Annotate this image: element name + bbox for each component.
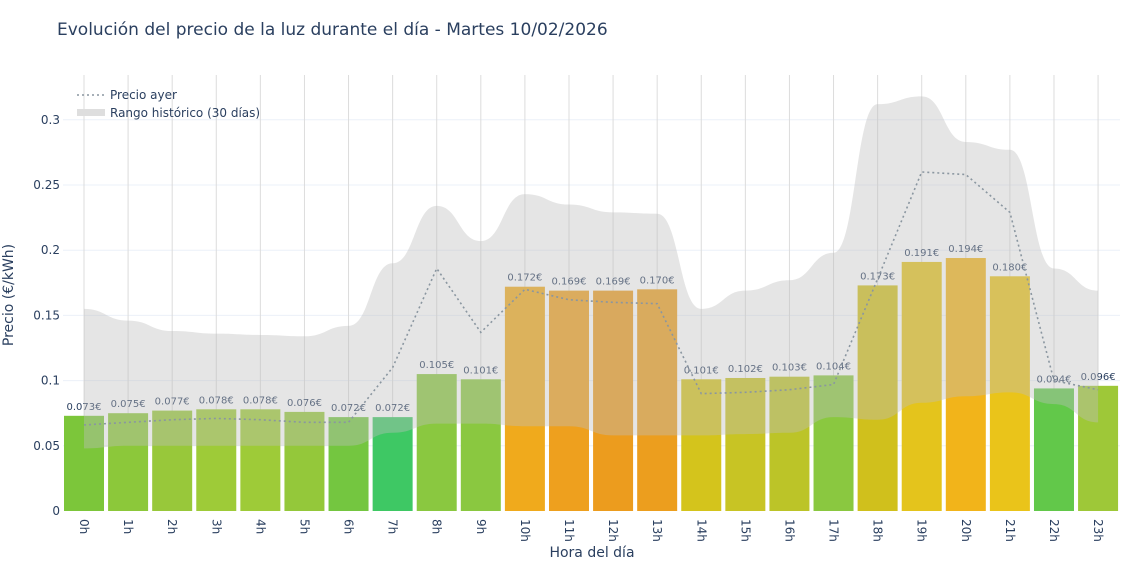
bar (1033, 388, 1074, 511)
x-tick-label: 9h (474, 519, 488, 534)
bar (901, 261, 942, 511)
bar (1078, 385, 1119, 511)
x-tick-label: 20h (959, 519, 973, 542)
bar-data-label: 0.169€ (551, 277, 586, 288)
bar-data-label: 0.191€ (904, 248, 939, 259)
y-tick-label: 0.1 (41, 374, 60, 388)
y-tick-label: 0.15 (33, 308, 60, 322)
bar (637, 289, 678, 511)
bar-data-label: 0.094€ (1036, 374, 1071, 385)
x-tick-label: 11h (562, 519, 576, 542)
bar-data-label: 0.194€ (948, 244, 983, 255)
bar (725, 377, 766, 511)
x-tick-label: 23h (1091, 519, 1105, 542)
bar-data-label: 0.170€ (640, 275, 675, 286)
x-tick-label: 16h (782, 519, 796, 542)
bar-data-label: 0.103€ (772, 363, 807, 374)
bar-data-label: 0.172€ (507, 273, 542, 284)
x-tick-label: 4h (253, 519, 267, 534)
x-tick-label: 5h (297, 519, 311, 534)
y-tick-label: 0.2 (41, 243, 60, 257)
y-tick-label: 0.25 (33, 178, 60, 192)
bar (284, 411, 325, 511)
x-tick-label: 15h (738, 519, 752, 542)
bar-data-label: 0.102€ (728, 364, 763, 375)
bar-data-label: 0.078€ (199, 395, 234, 406)
x-tick-label: 14h (694, 519, 708, 542)
y-tick-label: 0.3 (41, 113, 60, 127)
bar (857, 285, 898, 511)
bar (681, 379, 722, 511)
x-tick-label: 7h (386, 519, 400, 534)
bar-data-label: 0.101€ (463, 365, 498, 376)
bar (460, 379, 501, 511)
legend-label: Precio ayer (110, 88, 177, 102)
bar-data-label: 0.169€ (596, 277, 631, 288)
x-tick-label: 3h (209, 519, 223, 534)
x-tick-label: 0h (77, 519, 91, 534)
x-tick-label: 21h (1003, 519, 1017, 542)
bar (196, 409, 237, 511)
bar (548, 290, 589, 511)
bar-data-label: 0.101€ (684, 365, 719, 376)
bar-data-label: 0.073€ (67, 402, 102, 413)
y-tick-label: 0 (52, 504, 60, 518)
bar (152, 410, 193, 511)
bar (328, 417, 369, 511)
bar-data-label: 0.104€ (816, 361, 851, 372)
bar (108, 413, 149, 511)
x-tick-label: 17h (827, 519, 841, 542)
x-tick-label: 22h (1047, 519, 1061, 542)
bar (416, 374, 457, 511)
x-axis-title: Hora del día (549, 545, 634, 561)
bar-data-label: 0.072€ (331, 403, 366, 414)
bar-data-label: 0.077€ (155, 397, 190, 408)
bar (769, 376, 810, 511)
x-tick-label: 19h (915, 519, 929, 542)
x-tick-label: 12h (606, 519, 620, 542)
bar (504, 286, 545, 511)
bar-data-label: 0.076€ (287, 398, 322, 409)
x-tick-label: 10h (518, 519, 532, 542)
bar-data-label: 0.105€ (419, 360, 454, 371)
bar (240, 409, 281, 511)
legend-label: Rango histórico (30 días) (110, 106, 260, 120)
x-tick-label: 1h (121, 519, 135, 534)
y-tick-label: 0.05 (33, 439, 60, 453)
bar-data-label: 0.072€ (375, 403, 410, 414)
bar (372, 417, 413, 511)
bar-data-label: 0.075€ (111, 399, 146, 410)
historical-range-band (84, 96, 1099, 449)
yesterday-price-line (83, 171, 1099, 426)
bar-data-label: 0.180€ (992, 262, 1027, 273)
bar (989, 276, 1030, 511)
chart-title: Evolución del precio de la luz durante e… (57, 20, 608, 40)
legend-band-swatch (77, 109, 105, 116)
bar (593, 290, 634, 511)
bar (813, 375, 854, 511)
bar-data-label: 0.096€ (1081, 372, 1116, 383)
bar (64, 415, 104, 511)
x-tick-label: 8h (430, 519, 444, 534)
x-tick-label: 2h (165, 519, 179, 534)
bar (945, 258, 986, 511)
x-tick-label: 18h (871, 519, 885, 542)
y-axis-title: Precio (€/kWh) (1, 244, 17, 346)
x-tick-label: 13h (650, 519, 664, 542)
bar-data-label: 0.078€ (243, 395, 278, 406)
x-tick-label: 6h (342, 519, 356, 534)
